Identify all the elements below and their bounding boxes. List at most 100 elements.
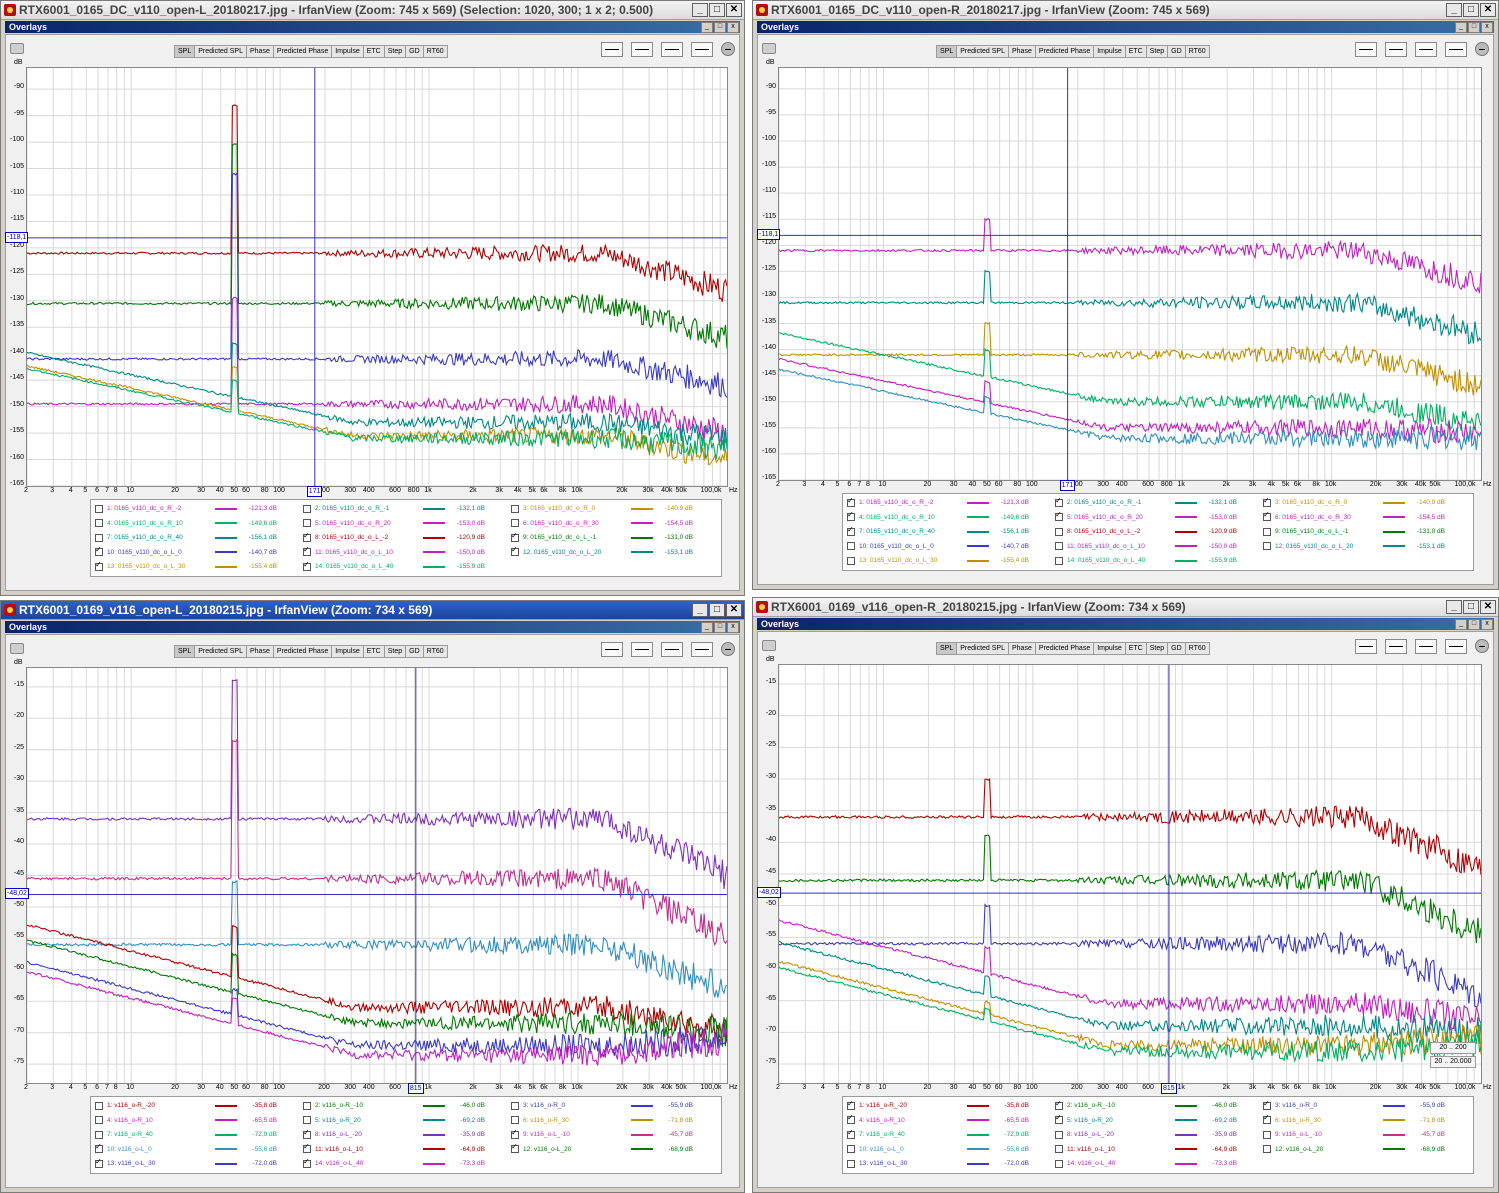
zoom-range-button[interactable]: 20 .. 200 bbox=[1430, 1042, 1476, 1054]
legend-item[interactable]: 10: v116_o-L_0 -55,6 dB bbox=[847, 1143, 1029, 1156]
tab-etc[interactable]: ETC bbox=[362, 645, 385, 658]
legend-checkbox[interactable] bbox=[303, 545, 311, 556]
legend-checkbox[interactable] bbox=[511, 1142, 519, 1153]
legend-item[interactable]: 12: 0165_v110_dc_o_L_20 -153,1 dB bbox=[1263, 540, 1445, 553]
legend-checkbox[interactable] bbox=[303, 531, 311, 542]
tab-step[interactable]: Step bbox=[383, 45, 407, 58]
close-button[interactable]: ✕ bbox=[1480, 3, 1496, 17]
legend-checkbox[interactable] bbox=[1055, 1130, 1063, 1139]
legend-item[interactable]: 11: v116_o-L_10 -64,9 dB bbox=[303, 1142, 485, 1156]
legend-checkbox[interactable] bbox=[847, 1159, 855, 1168]
legend-checkbox[interactable] bbox=[1263, 510, 1271, 521]
legend-checkbox[interactable] bbox=[1055, 527, 1063, 536]
maximize-button[interactable]: □ bbox=[1463, 3, 1479, 17]
legend-checkbox[interactable] bbox=[511, 519, 519, 527]
legend-item[interactable]: 2: v116_o-R_-10 -46,0 dB bbox=[303, 1099, 485, 1112]
tab-gd[interactable]: GD bbox=[1167, 45, 1186, 58]
tab-phase[interactable]: Phase bbox=[1007, 45, 1036, 58]
legend-icon[interactable] bbox=[1355, 639, 1377, 654]
legend-item[interactable]: 2: 0165_v110_dc_o_R_-1 -132,1 dB bbox=[303, 502, 485, 515]
legend-checkbox[interactable] bbox=[847, 525, 855, 536]
camera-icon[interactable] bbox=[762, 43, 776, 54]
spl-plot-area[interactable] bbox=[778, 67, 1482, 481]
legend-checkbox[interactable] bbox=[1055, 1113, 1063, 1124]
tab-etc[interactable]: ETC bbox=[362, 45, 385, 58]
legend-checkbox[interactable] bbox=[511, 1101, 519, 1110]
irfanview-window[interactable]: RTX6001_0169_v116_open-L_20180215.jpg - … bbox=[0, 600, 745, 1193]
legend-item[interactable]: 7: 0165_v110_dc_o_R_40 -156,1 dB bbox=[847, 525, 1029, 538]
title-bar[interactable]: RTX6001_0169_v116_open-R_20180215.jpg - … bbox=[753, 598, 1498, 617]
legend-checkbox[interactable] bbox=[1263, 1113, 1271, 1124]
tab-impulse[interactable]: Impulse bbox=[331, 645, 364, 658]
tab-phase[interactable]: Phase bbox=[245, 45, 274, 58]
legend-item[interactable]: 1: 0165_v110_dc_o_R_-2 -121,3 dB bbox=[95, 502, 277, 515]
legend-item[interactable]: 12: v116_o-L_20 -68,9 dB bbox=[511, 1142, 693, 1156]
layout-icon[interactable] bbox=[1415, 42, 1437, 57]
tab-step[interactable]: Step bbox=[1145, 642, 1169, 655]
minimize-button[interactable]: _ bbox=[1446, 600, 1462, 614]
legend-item[interactable]: 3: v116_o-R_0 -55,9 dB bbox=[511, 1099, 693, 1112]
legend-item[interactable]: 3: v116_o-R_0 -55,9 dB bbox=[1263, 1099, 1445, 1112]
legend-checkbox[interactable] bbox=[1263, 1130, 1271, 1139]
legend-checkbox[interactable] bbox=[511, 1116, 519, 1124]
move-icon[interactable] bbox=[1445, 42, 1467, 57]
tab-step[interactable]: Step bbox=[1145, 45, 1169, 58]
legend-checkbox[interactable] bbox=[1263, 527, 1271, 536]
close-button[interactable]: ✕ bbox=[726, 603, 742, 617]
gear-icon[interactable] bbox=[721, 42, 735, 56]
irfanview-window[interactable]: RTX6001_0165_DC_v110_open-R_20180217.jpg… bbox=[752, 0, 1499, 590]
legend-item[interactable]: 3: 0165_v110_dc_o_R_0 -140,9 dB bbox=[1263, 496, 1445, 509]
tab-etc[interactable]: ETC bbox=[1124, 45, 1147, 58]
legend-checkbox[interactable] bbox=[1263, 1145, 1271, 1153]
legend-item[interactable]: 9: 0165_v110_dc_o_L_-1 -131,0 dB bbox=[1263, 525, 1445, 538]
legend-checkbox[interactable] bbox=[847, 1128, 855, 1139]
legend-item[interactable]: 1: v116_o-R_-20 -35,8 dB bbox=[847, 1099, 1029, 1112]
controls-icon[interactable] bbox=[631, 42, 653, 57]
legend-checkbox[interactable] bbox=[95, 560, 103, 571]
tab-predicted-spl[interactable]: Predicted SPL bbox=[194, 45, 247, 58]
legend-item[interactable]: 11: 0165_v110_dc_o_L_10 -150,0 dB bbox=[303, 545, 485, 559]
sub-minimize-button[interactable]: _ bbox=[1455, 21, 1467, 33]
legend-item[interactable]: 7: v116_o-R_40 -72,9 dB bbox=[847, 1128, 1029, 1141]
overlays-subwindow-bar[interactable]: Overlays _ □ x bbox=[757, 21, 1494, 33]
legend-checkbox[interactable] bbox=[847, 556, 855, 565]
controls-icon[interactable] bbox=[1385, 639, 1407, 654]
overlays-subwindow-bar[interactable]: Overlays _ □ x bbox=[5, 21, 740, 33]
tab-impulse[interactable]: Impulse bbox=[331, 45, 364, 58]
sub-minimize-button[interactable]: _ bbox=[1455, 618, 1467, 630]
legend-item[interactable]: 2: v116_o-R_-10 -46,0 dB bbox=[1055, 1099, 1237, 1112]
legend-item[interactable]: 4: v116_o-R_10 -65,5 dB bbox=[95, 1114, 277, 1127]
spl-plot-area[interactable] bbox=[778, 664, 1482, 1084]
tab-predicted-phase[interactable]: Predicted Phase bbox=[1034, 45, 1095, 58]
legend-item[interactable]: 2: 0165_v110_dc_o_R_-1 -132,1 dB bbox=[1055, 496, 1237, 509]
sub-maximize-button[interactable]: □ bbox=[714, 621, 726, 633]
legend-item[interactable]: 10: 0165_v110_dc_o_L_0 -140,7 dB bbox=[95, 545, 277, 559]
legend-checkbox[interactable] bbox=[303, 560, 311, 571]
legend-checkbox[interactable] bbox=[303, 1142, 311, 1153]
legend-item[interactable]: 12: v116_o-L_20 -68,9 dB bbox=[1263, 1143, 1445, 1156]
legend-checkbox[interactable] bbox=[303, 1128, 311, 1139]
legend-checkbox[interactable] bbox=[95, 1157, 103, 1168]
legend-checkbox[interactable] bbox=[847, 1099, 855, 1110]
legend-item[interactable]: 12: 0165_v110_dc_o_L_20 -153,1 dB bbox=[511, 545, 693, 559]
legend-checkbox[interactable] bbox=[95, 504, 103, 513]
legend-item[interactable]: 1: v116_o-R_-20 -35,8 dB bbox=[95, 1099, 277, 1112]
title-bar[interactable]: RTX6001_0165_DC_v110_open-R_20180217.jpg… bbox=[753, 1, 1498, 20]
move-icon[interactable] bbox=[691, 42, 713, 57]
layout-icon[interactable] bbox=[1415, 639, 1437, 654]
legend-item[interactable]: 13: v116_o-L_30 -72,0 dB bbox=[95, 1157, 277, 1170]
legend-icon[interactable] bbox=[601, 642, 623, 657]
spl-plot-area[interactable] bbox=[26, 667, 728, 1084]
tab-rt60[interactable]: RT60 bbox=[422, 645, 448, 658]
move-icon[interactable] bbox=[691, 642, 713, 657]
legend-item[interactable]: 4: 0165_v110_dc_o_R_10 -149,6 dB bbox=[847, 510, 1029, 524]
tab-gd[interactable]: GD bbox=[405, 45, 424, 58]
gear-icon[interactable] bbox=[1475, 639, 1489, 653]
legend-item[interactable]: 6: 0165_v110_dc_o_R_30 -154,5 dB bbox=[511, 517, 693, 530]
sub-minimize-button[interactable]: _ bbox=[701, 621, 713, 633]
tab-spl[interactable]: SPL bbox=[174, 645, 196, 658]
legend-item[interactable]: 8: v116_o-L_-20 -35,9 dB bbox=[1055, 1128, 1237, 1141]
legend-checkbox[interactable] bbox=[303, 504, 311, 513]
tab-phase[interactable]: Phase bbox=[1007, 642, 1036, 655]
legend-checkbox[interactable] bbox=[511, 504, 519, 513]
